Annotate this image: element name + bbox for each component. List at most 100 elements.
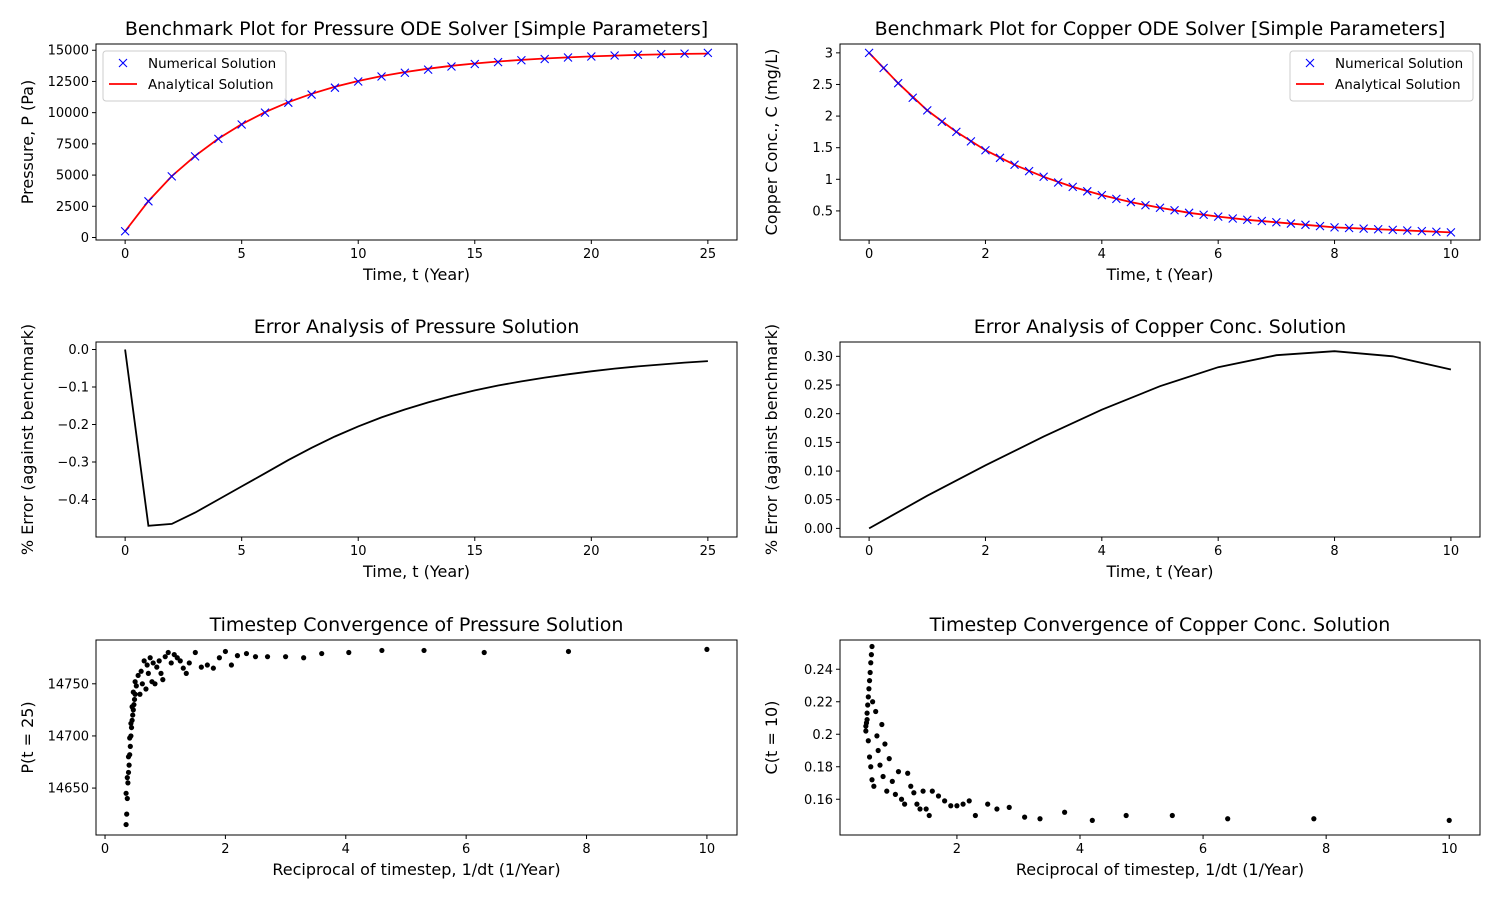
x-tick-label: 4 (1098, 544, 1106, 559)
data-point (123, 790, 129, 796)
data-point (150, 660, 156, 666)
data-point (868, 764, 874, 770)
data-point-x (1286, 219, 1296, 228)
data-point (128, 724, 135, 731)
data-point (868, 660, 874, 666)
y-axis-label: Copper Conc., C (mg/L) (762, 49, 781, 236)
data-point-x (1315, 221, 1325, 231)
y-tick-label: −0.3 (57, 456, 89, 471)
x-tick-label: 5 (238, 544, 246, 559)
data-point-x (864, 48, 874, 58)
y-tick-label: 14650 (48, 782, 89, 797)
data-point-x (1242, 215, 1252, 225)
data-point (177, 658, 183, 664)
data-point (168, 660, 174, 666)
data-point (1006, 804, 1012, 810)
data-point (1022, 814, 1028, 820)
data-point-x (1344, 223, 1354, 233)
data-point-x (1111, 194, 1121, 204)
data-point-x (260, 108, 270, 118)
x-tick-label: 8 (1330, 544, 1338, 559)
x-axis-label: Time, t (Year) (362, 562, 470, 581)
y-tick-label: 3 (825, 46, 833, 61)
data-point (135, 672, 141, 679)
chart-title: Error Analysis of Pressure Solution (254, 316, 580, 338)
data-point (866, 678, 873, 684)
y-tick-label: 2500 (56, 200, 89, 215)
data-point (124, 775, 130, 781)
data-point-x (120, 226, 130, 236)
y-tick-label: 0.5 (812, 204, 833, 219)
data-point (346, 649, 352, 656)
data-point (877, 762, 883, 768)
plot-area (123, 646, 710, 828)
x-tick-label: 4 (1076, 842, 1084, 857)
data-point-x (893, 78, 903, 88)
data-point-x (966, 136, 976, 146)
data-point (926, 812, 932, 819)
y-tick-label: 1.5 (812, 141, 833, 156)
data-point (131, 696, 138, 703)
data-point (183, 670, 189, 676)
chart-title: Benchmark Plot for Pressure ODE Solver [… (125, 18, 708, 40)
y-tick-label: 14750 (48, 677, 89, 692)
y-tick-label: 5000 (56, 169, 89, 184)
data-point-x (1271, 217, 1281, 227)
data-point (180, 665, 186, 671)
legend-marker-x (118, 58, 128, 68)
x-tick-label: 10 (1443, 247, 1460, 262)
data-point-x (1039, 172, 1049, 182)
data-point-x (1010, 160, 1019, 170)
data-point (160, 677, 166, 683)
data-point (954, 803, 960, 809)
y-tick-label: 0.05 (804, 493, 833, 508)
legend: Numerical Solution Analytical Solution (102, 50, 287, 102)
data-point-x (330, 83, 340, 93)
data-point-x (144, 196, 153, 206)
data-point (128, 720, 134, 727)
y-tick-label: 0.00 (804, 522, 833, 537)
x-tick-label: 0 (101, 842, 109, 857)
data-point (379, 647, 385, 654)
data-point (243, 650, 250, 657)
data-point (137, 691, 143, 697)
y-tick-label: 7500 (56, 137, 89, 152)
data-point-x (1359, 224, 1369, 234)
x-tick-label: 6 (1214, 544, 1222, 559)
data-point-x (922, 105, 932, 115)
data-point (1446, 817, 1452, 823)
x-tick-label: 6 (1214, 247, 1222, 262)
data-point (130, 689, 136, 695)
x-tick-label: 0 (121, 544, 129, 559)
data-point-x (400, 68, 410, 78)
legend-label: Numerical Solution (148, 56, 276, 72)
x-tick-label: 8 (1330, 247, 1338, 262)
data-point (898, 796, 905, 802)
data-point (126, 762, 132, 768)
data-point-x (1184, 208, 1194, 218)
data-point (1037, 816, 1043, 822)
data-point (162, 654, 168, 660)
y-tick-label: 0.10 (804, 465, 833, 480)
chart-c1: Benchmark Plot for Copper ODE Solver [Si… (762, 18, 1481, 284)
chart-title: Timestep Convergence of Pressure Solutio… (209, 614, 624, 636)
data-point (132, 679, 138, 685)
data-point (863, 728, 869, 734)
x-tick-label: 10 (699, 842, 716, 857)
x-tick-label: 15 (466, 247, 483, 262)
data-point-x (353, 77, 363, 86)
data-point (905, 770, 911, 776)
data-point (1089, 817, 1095, 823)
y-tick-label: 0.22 (804, 695, 833, 710)
chart-c3: Timestep Convergence of Copper Conc. Sol… (762, 614, 1481, 879)
data-point (264, 654, 271, 660)
y-tick-label: 12500 (48, 75, 89, 90)
y-tick-label: −0.1 (57, 381, 89, 396)
data-point (127, 743, 133, 749)
data-point (942, 798, 948, 804)
x-tick-label: 4 (1098, 247, 1106, 262)
data-point (874, 733, 880, 739)
y-axis-label: P(t = 25) (18, 701, 37, 773)
data-point (935, 793, 942, 799)
data-point-x (493, 57, 503, 67)
